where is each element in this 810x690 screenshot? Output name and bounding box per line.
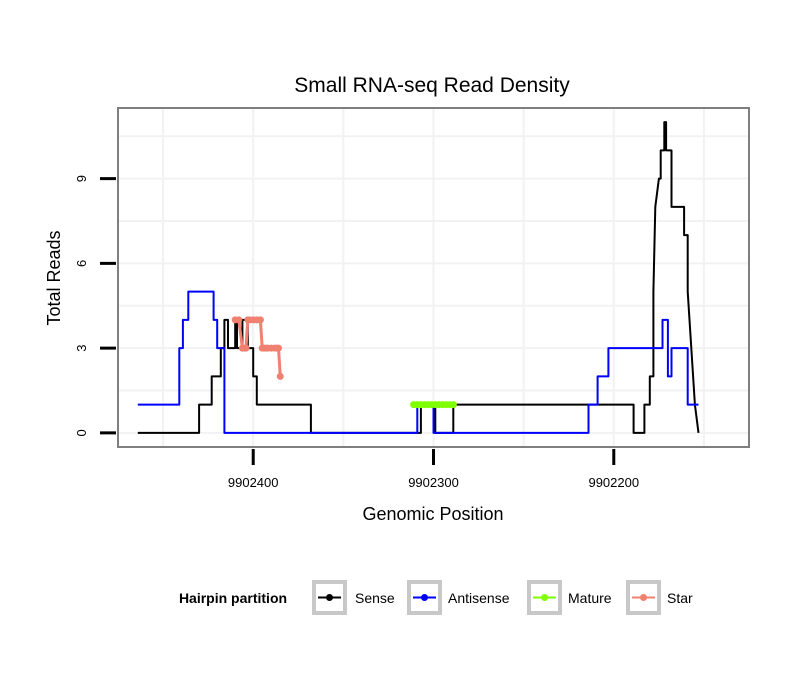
legend-key-point (541, 594, 548, 601)
legend-key-point (640, 594, 647, 601)
star-point (235, 316, 243, 324)
y-tick-label: 9 (74, 175, 89, 182)
series-mature (410, 401, 457, 409)
x-tick-label: 9902400 (228, 475, 279, 490)
legend-label: Sense (355, 590, 395, 606)
y-tick-label: 6 (74, 260, 89, 267)
mature-point (449, 401, 457, 409)
legend-item-mature: Mature (527, 580, 612, 615)
legend-label: Antisense (448, 590, 510, 606)
legend-item-sense: Sense (312, 580, 395, 615)
star-point (276, 372, 284, 380)
legend-item-antisense: Antisense (407, 580, 510, 615)
legend-key-point (421, 594, 428, 601)
y-tick-label: 3 (74, 345, 89, 352)
series-antisense (137, 290, 699, 434)
legend-label: Star (667, 590, 693, 606)
star-point (242, 344, 250, 352)
x-tick-label: 9902300 (408, 475, 459, 490)
x-tick-label: 9902200 (588, 475, 639, 490)
chart-title: Small RNA-seq Read Density (294, 74, 570, 97)
legend-title: Hairpin partition (179, 590, 287, 606)
star-point (256, 316, 264, 324)
legend-key-point (326, 594, 333, 601)
plot-border (117, 107, 750, 448)
y-tick-label: 0 (74, 429, 89, 436)
antisense-line (137, 290, 699, 434)
star-point (274, 344, 282, 352)
series-star (231, 316, 284, 380)
series-layer (137, 121, 700, 434)
series-sense (137, 121, 700, 434)
y-axis: 0 3 6 9 (74, 175, 116, 436)
y-axis-title: Total Reads (44, 230, 64, 325)
sense-line (137, 121, 700, 434)
legend-label: Mature (568, 590, 612, 606)
legend: Hairpin partition Sense Antisense Mature St… (179, 580, 693, 615)
x-axis: 9902400 9902300 9902200 (228, 449, 639, 490)
x-axis-title: Genomic Position (362, 504, 503, 524)
legend-item-star: Star (626, 580, 693, 615)
